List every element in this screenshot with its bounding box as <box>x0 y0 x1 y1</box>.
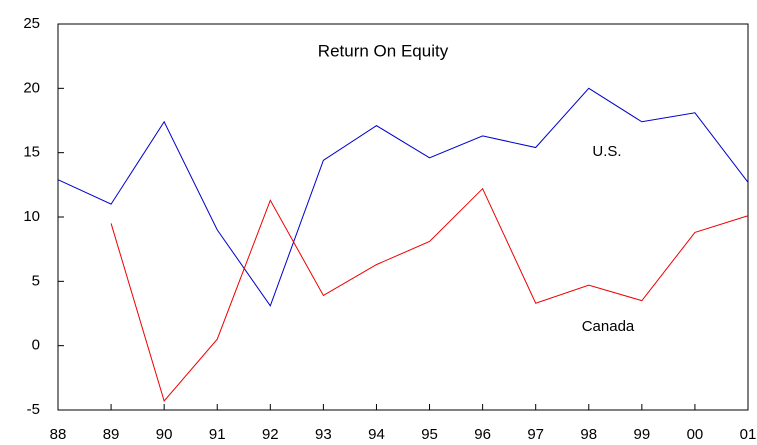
y-tick-label: 15 <box>23 144 40 161</box>
y-tick-label: 10 <box>23 208 40 225</box>
x-tick-label: 94 <box>368 426 385 443</box>
x-tick-label: 90 <box>156 426 173 443</box>
x-tick-label: 97 <box>527 426 544 443</box>
x-tick-label: 01 <box>740 426 757 443</box>
x-tick-label: 89 <box>103 426 120 443</box>
line-series <box>57 87 749 307</box>
x-tick-label: 98 <box>580 426 597 443</box>
y-tick-label: 0 <box>32 337 40 354</box>
x-tick-label: 99 <box>634 426 651 443</box>
line-series <box>110 187 749 403</box>
plot-frame <box>57 23 749 411</box>
y-tick-label: 20 <box>23 79 40 96</box>
y-tick-label: -5 <box>27 401 40 418</box>
x-tick-label: 91 <box>209 426 226 443</box>
x-tick-label: 95 <box>421 426 438 443</box>
x-tick-label: 96 <box>474 426 491 443</box>
y-tick-label: 5 <box>32 272 40 289</box>
series-label: U.S. <box>592 143 621 160</box>
x-tick-label: 93 <box>315 426 332 443</box>
x-tick-label: 00 <box>687 426 704 443</box>
x-tick-label: 92 <box>262 426 279 443</box>
series-label: Canada <box>582 318 635 335</box>
x-tick-label: 88 <box>50 426 67 443</box>
chart-title: Return On Equity <box>318 41 449 60</box>
y-tick-label: 25 <box>23 15 40 32</box>
